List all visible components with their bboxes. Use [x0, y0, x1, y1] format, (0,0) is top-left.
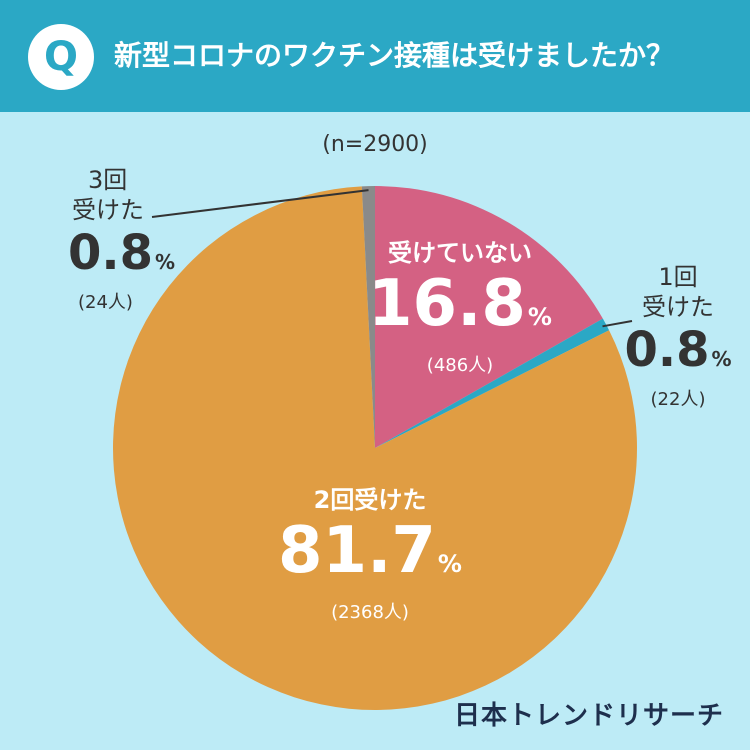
- label-not-received-count: (486人): [426, 355, 494, 376]
- question-title: 新型コロナのワクチン接種は受けましたか？: [114, 39, 675, 72]
- pie-slice-1: [375, 318, 610, 448]
- value-two-doses: 81.7: [278, 514, 436, 588]
- label-two-doses: 2回受けた 81.7% (2368人): [250, 485, 490, 626]
- label-one-dose-line2: 受けた: [642, 293, 714, 321]
- pie-slice-0: [375, 186, 603, 448]
- label-one-dose-value: 0.8%: [624, 322, 732, 378]
- label-not-received-value: 16.8%: [368, 267, 552, 341]
- label-three-doses-line1: 3回: [88, 166, 128, 194]
- brand-logo: 日本トレンドリサーチ: [453, 701, 724, 731]
- sample-size: (n=2900): [322, 132, 428, 157]
- value-three-doses: 0.8: [68, 225, 154, 281]
- label-not-received: 受けていない 16.8% (486人): [360, 238, 560, 379]
- leader-line-1: [602, 320, 633, 328]
- label-three-doses-count: (24人): [78, 292, 133, 313]
- pie-slice-2: [112, 186, 637, 710]
- header-bar: Q 新型コロナのワクチン接種は受けましたか？: [0, 0, 750, 112]
- label-three-doses: 3回 受けた 0.8% (24人): [50, 165, 176, 316]
- label-three-doses-line2: 受けた: [72, 196, 144, 224]
- value-not-received: 16.8: [368, 267, 526, 341]
- label-two-doses-value: 81.7%: [278, 514, 462, 588]
- label-one-dose: 1回 受けた 0.8% (22人): [618, 262, 738, 413]
- q-badge: Q: [28, 24, 94, 90]
- label-two-doses-name: 2回受けた: [313, 486, 427, 514]
- label-one-dose-line1: 1回: [658, 263, 698, 291]
- leader-line-3: [151, 189, 369, 218]
- label-one-dose-count: (22人): [650, 389, 706, 410]
- value-one-dose: 0.8: [624, 322, 710, 378]
- leader-lines: [151, 189, 633, 328]
- pie-slice-3: [361, 186, 375, 448]
- label-two-doses-count: (2368人): [331, 602, 409, 623]
- pie-slices: [112, 186, 637, 710]
- label-three-doses-value: 0.8%: [68, 225, 176, 281]
- label-not-received-name: 受けていない: [388, 239, 532, 267]
